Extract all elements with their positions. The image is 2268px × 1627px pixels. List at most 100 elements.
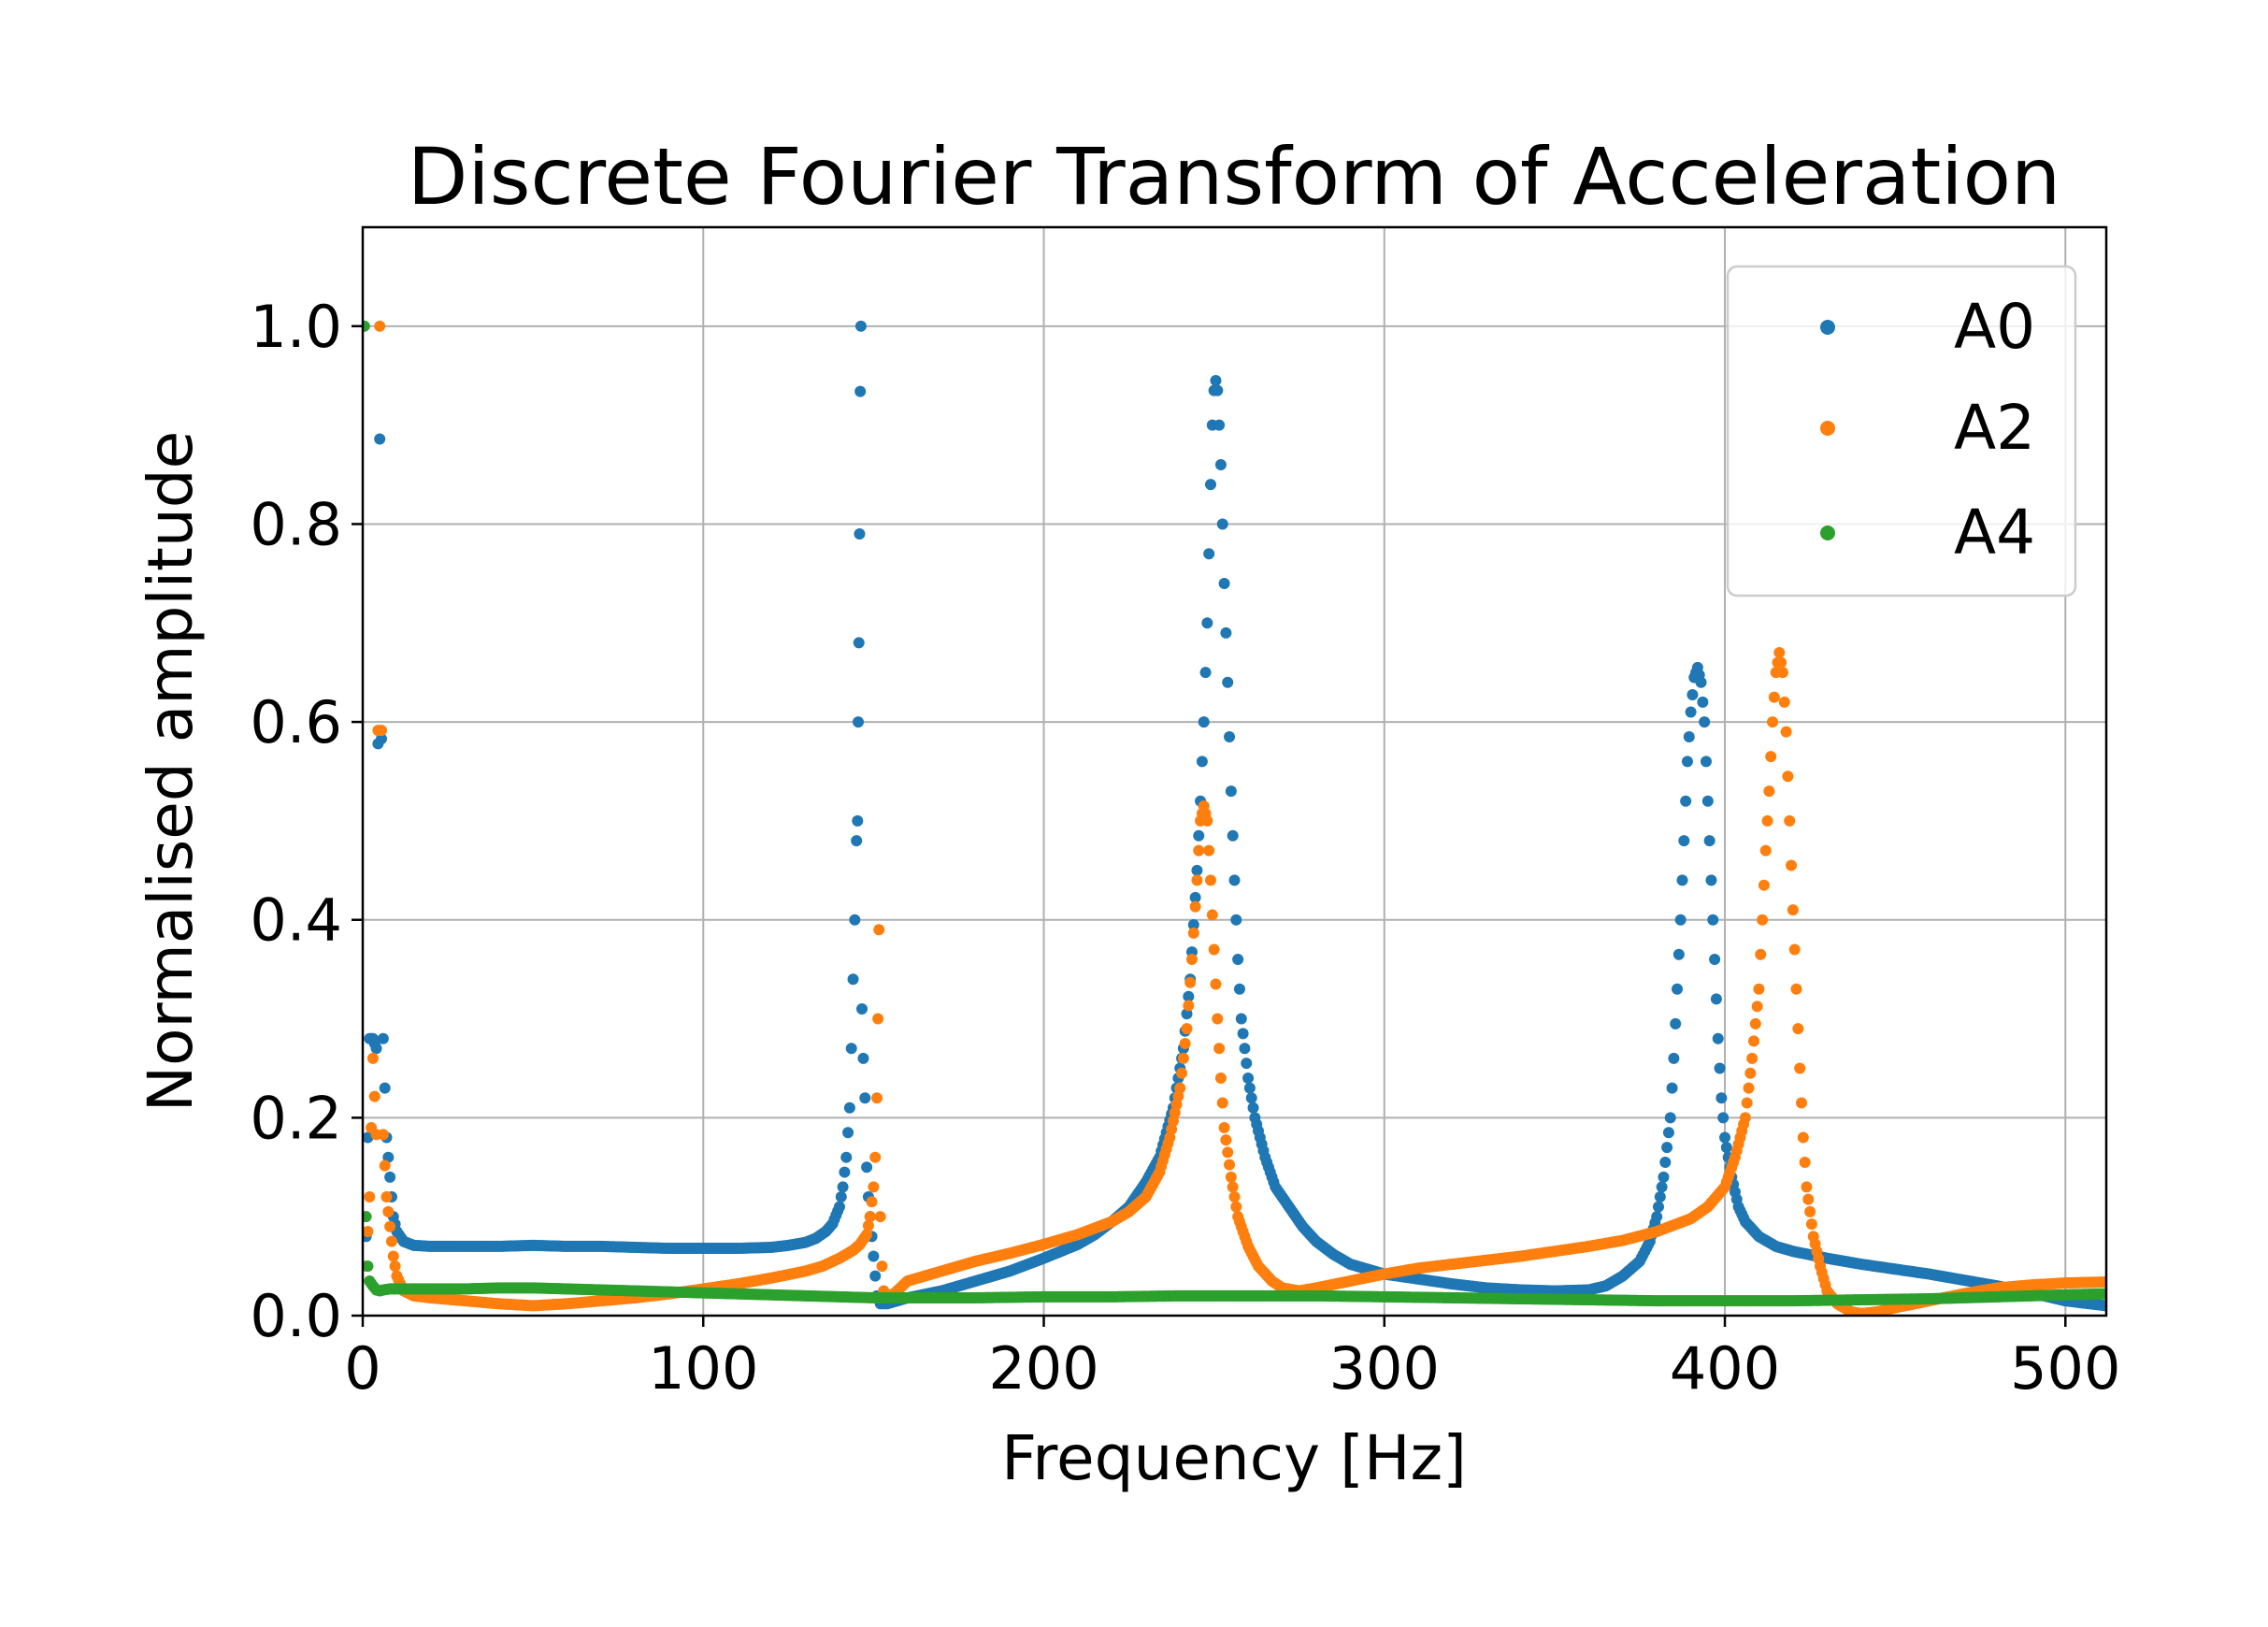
- data-point: [1659, 1156, 1672, 1168]
- x-tick-label: 400: [1670, 1334, 1780, 1403]
- data-point: [871, 1092, 883, 1104]
- data-point: [1654, 1191, 1666, 1203]
- legend-marker-a4: [1820, 526, 1835, 540]
- data-point: [1805, 1218, 1817, 1231]
- data-point: [1230, 914, 1242, 926]
- data-point: [1183, 990, 1195, 1002]
- y-tick-label: 0.4: [250, 886, 342, 955]
- data-point: [1767, 716, 1779, 728]
- chart-title: Discrete Fourier Transform of Accelerati…: [408, 131, 2061, 223]
- data-point: [377, 1032, 389, 1044]
- data-point: [382, 1151, 395, 1163]
- data-point: [1239, 1043, 1251, 1055]
- data-point: [1792, 1023, 1804, 1035]
- data-point: [845, 1043, 857, 1055]
- data-point: [1710, 993, 1722, 1005]
- data-point: [1187, 919, 1199, 931]
- data-point: [1187, 927, 1199, 939]
- data-point: [1214, 458, 1227, 470]
- data-point: [1778, 696, 1790, 708]
- data-point: [1784, 814, 1796, 827]
- data-point: [363, 1211, 372, 1223]
- data-point: [368, 1090, 380, 1102]
- data-point: [1744, 1067, 1757, 1079]
- data-point: [1699, 716, 1711, 728]
- data-point: [1687, 688, 1699, 700]
- data-point: [833, 1201, 845, 1213]
- data-point: [839, 1166, 851, 1178]
- data-point: [869, 1270, 882, 1282]
- data-point: [370, 1043, 382, 1055]
- data-point: [1230, 1201, 1242, 1213]
- data-point: [849, 914, 861, 926]
- data-point: [363, 320, 370, 332]
- data-point: [1228, 1191, 1241, 1203]
- data-point: [852, 716, 864, 728]
- data-point: [387, 1250, 399, 1262]
- data-point: [1701, 795, 1714, 807]
- x-axis-label: Frequency [Hz]: [1001, 1422, 1467, 1494]
- y-axis-label: Normalised amplitude: [135, 431, 207, 1113]
- data-point: [364, 1191, 376, 1203]
- data-point: [1776, 667, 1788, 679]
- data-point: [1177, 1052, 1189, 1064]
- data-point: [377, 1129, 389, 1141]
- data-point: [1758, 879, 1770, 891]
- data-point: [363, 1226, 374, 1238]
- data-point: [1720, 1142, 1732, 1154]
- data-point: [1203, 548, 1215, 560]
- legend-item-a2: A2: [1820, 392, 2035, 464]
- data-point: [1747, 1035, 1759, 1047]
- data-point: [840, 1151, 853, 1163]
- data-point: [1668, 1052, 1680, 1064]
- data-point: [376, 725, 388, 737]
- data-point: [1210, 978, 1222, 990]
- data-point: [1196, 756, 1208, 768]
- data-point: [1743, 1082, 1755, 1094]
- data-point: [1201, 617, 1213, 629]
- data-point: [1213, 419, 1226, 431]
- data-point: [854, 385, 867, 397]
- data-point: [1242, 1073, 1255, 1085]
- data-point: [1801, 1181, 1813, 1193]
- data-point: [1709, 954, 1721, 966]
- data-point: [1672, 948, 1685, 960]
- data-point: [1191, 874, 1203, 886]
- data-point: [1176, 1067, 1188, 1079]
- data-point: [866, 1196, 878, 1208]
- data-point: [379, 1159, 391, 1172]
- legend-label-a2: A2: [1954, 392, 2035, 464]
- data-point: [382, 1205, 395, 1217]
- data-point: [1763, 785, 1775, 798]
- data-point: [1232, 954, 1244, 966]
- data-point: [1715, 1092, 1728, 1104]
- data-point: [1181, 1023, 1193, 1035]
- legend-label-a4: A4: [1954, 497, 2035, 569]
- data-point: [854, 528, 866, 540]
- data-point: [852, 814, 864, 827]
- data-point: [843, 1101, 855, 1114]
- data-point: [874, 1211, 886, 1223]
- data-point: [379, 1082, 391, 1094]
- data-point: [384, 1171, 396, 1183]
- data-point: [1220, 1134, 1232, 1146]
- data-point: [1662, 1127, 1674, 1139]
- data-point: [1241, 1058, 1253, 1070]
- data-point: [1746, 1052, 1758, 1064]
- data-point: [374, 320, 386, 332]
- data-point: [1227, 829, 1239, 842]
- data-point: [864, 1211, 876, 1223]
- data-point: [1218, 577, 1230, 589]
- y-tick-label: 0.8: [250, 490, 342, 558]
- data-point: [856, 1002, 868, 1015]
- data-point: [1179, 1038, 1191, 1049]
- data-point: [376, 733, 388, 745]
- data-point: [853, 637, 865, 649]
- data-point: [1773, 647, 1786, 659]
- data-point: [1198, 716, 1210, 728]
- data-point: [1799, 1156, 1811, 1168]
- data-point: [1703, 835, 1715, 847]
- data-point: [1193, 829, 1205, 842]
- data-point: [1199, 667, 1212, 679]
- data-point: [1214, 1073, 1227, 1085]
